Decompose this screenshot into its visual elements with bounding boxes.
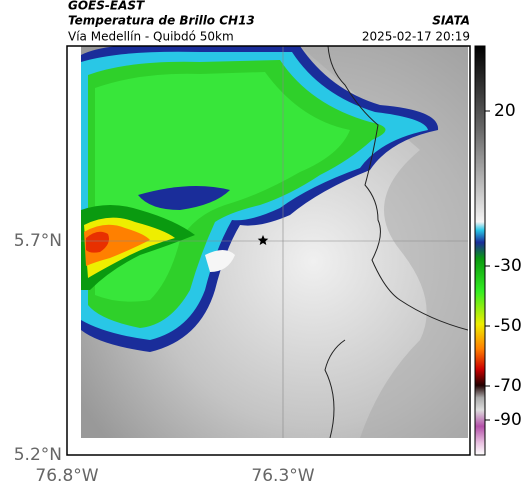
colorbar-tick-label: 20 xyxy=(494,101,516,121)
satellite-image xyxy=(81,46,468,438)
colorbar-ticks: 20 -30 -50 -70 -90 xyxy=(485,101,522,430)
lat-label: 5.7°N xyxy=(14,231,62,251)
source: GOES-EAST xyxy=(68,0,145,13)
lon-label: 76.8°W xyxy=(35,466,98,486)
title: Temperatura de Brillo CH13 xyxy=(68,14,255,28)
map-frame xyxy=(66,45,471,456)
subtitle: Vía Medellín - Quibdó 50km xyxy=(68,30,234,44)
colorbar-tick-label: -70 xyxy=(494,376,522,396)
datetime: 2025-02-17 20:19 xyxy=(362,30,470,44)
brand: SIATA xyxy=(432,14,470,28)
colorbar xyxy=(474,45,486,456)
lon-label: 76.3°W xyxy=(251,466,314,486)
colorbar-tick-label: -50 xyxy=(494,316,522,336)
lat-label: 5.2°N xyxy=(14,445,62,465)
colorbar-tick-label: -30 xyxy=(494,256,522,276)
colorbar-tick-label: -90 xyxy=(494,410,522,430)
